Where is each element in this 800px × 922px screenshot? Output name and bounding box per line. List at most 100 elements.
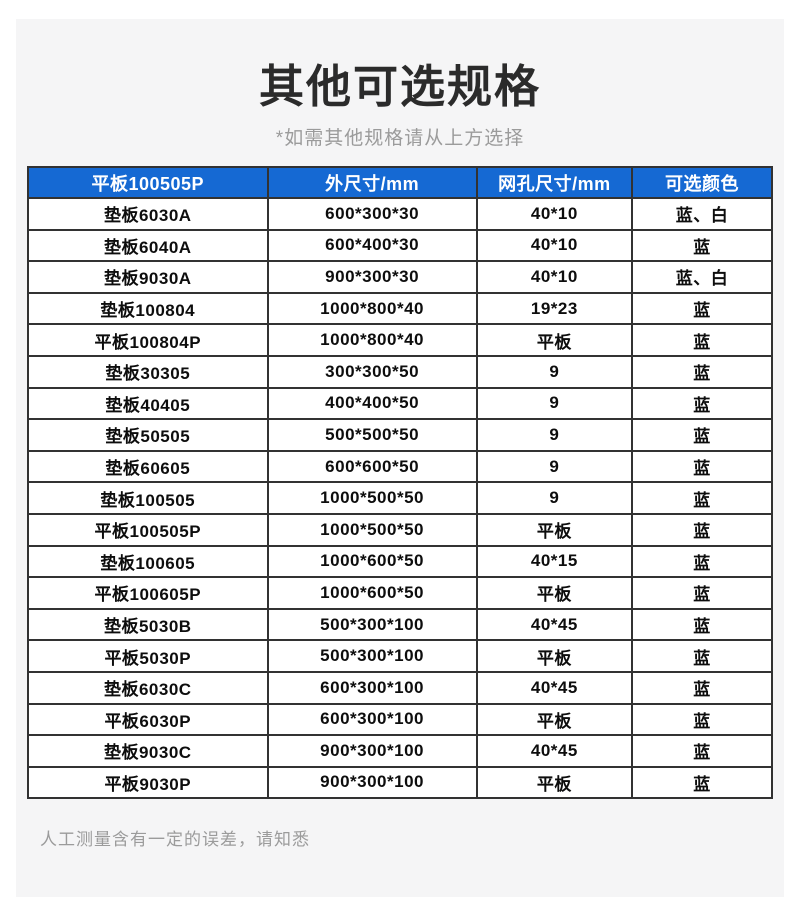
cell-color: 蓝 bbox=[631, 512, 773, 547]
table-row: 平板100505P 1000*500*50 平板蓝 bbox=[27, 512, 773, 547]
table-row: 垫板100505 1000*500*50 9 蓝 bbox=[27, 481, 773, 515]
cell-color: 蓝 bbox=[631, 449, 773, 484]
cell-model: 垫板6040A bbox=[27, 228, 269, 263]
cell-color: 蓝 bbox=[631, 354, 773, 389]
cell-model: 垫板60605 bbox=[27, 449, 269, 484]
table-row: 垫板40405 400*400*50 9 蓝 bbox=[27, 386, 773, 421]
table-row: 垫板5030B 500*300*100 40*45 蓝 bbox=[27, 607, 773, 642]
cell-mesh-size: 9 bbox=[475, 418, 634, 452]
cell-mesh-size: 平板 bbox=[475, 512, 634, 547]
cell-color: 蓝 bbox=[631, 386, 773, 421]
spec-table: 平板100505P 外尺寸/mm 网孔尺寸/mm 可选颜色 垫板6030A 600… bbox=[27, 166, 773, 800]
cell-outer-size: 600*300*30 bbox=[266, 197, 478, 231]
cell-outer-size: 900*300*30 bbox=[266, 260, 478, 294]
cell-mesh-size: 9 bbox=[475, 481, 634, 515]
cell-model: 平板100505P bbox=[27, 512, 269, 547]
cell-model: 垫板9030A bbox=[27, 260, 269, 294]
header-cell-color: 可选颜色 bbox=[631, 166, 773, 199]
cell-color: 蓝 bbox=[631, 576, 773, 610]
table-row: 垫板100605 1000*600*50 40*15 蓝 bbox=[27, 544, 773, 579]
cell-mesh-size: 9 bbox=[475, 449, 634, 484]
cell-mesh-size: 9 bbox=[475, 354, 634, 389]
table-row: 垫板6030C 600*300*100 40*45 蓝 bbox=[27, 670, 773, 705]
cell-model: 垫板5030B bbox=[27, 607, 269, 642]
cell-model: 垫板30305 bbox=[27, 354, 269, 389]
cell-color: 蓝 bbox=[631, 670, 773, 705]
cell-color: 蓝 bbox=[631, 228, 773, 263]
cell-mesh-size: 40*10 bbox=[475, 260, 634, 294]
cell-color: 蓝 bbox=[631, 765, 773, 800]
table-row: 平板5030P 500*300*100 平板蓝 bbox=[27, 639, 773, 673]
cell-color: 蓝 bbox=[631, 702, 773, 737]
page-subtitle: *如需其他规格请从上方选择 bbox=[275, 128, 525, 149]
cell-model: 垫板100505 bbox=[27, 481, 269, 515]
cell-color: 蓝 bbox=[631, 734, 773, 768]
cell-outer-size: 500*300*100 bbox=[266, 639, 478, 673]
cell-outer-size: 1000*600*50 bbox=[266, 576, 478, 610]
cell-outer-size: 1000*500*50 bbox=[266, 512, 478, 547]
table-row: 垫板60605 600*600*50 9 蓝 bbox=[27, 449, 773, 484]
cell-outer-size: 1000*500*50 bbox=[266, 481, 478, 515]
cell-model: 平板100804P bbox=[27, 323, 269, 357]
cell-color: 蓝 bbox=[631, 481, 773, 515]
cell-mesh-size: 40*45 bbox=[475, 734, 634, 768]
cell-mesh-size: 平板 bbox=[475, 702, 634, 737]
spec-table-body: 垫板6030A 600*300*30 40*10 蓝、白 垫板6040A 600*400*… bbox=[27, 197, 773, 800]
table-row: 垫板100804 1000*800*40 19*23 蓝 bbox=[27, 291, 773, 326]
cell-color: 蓝 bbox=[631, 418, 773, 452]
table-row: 平板6030P 600*300*100 平板蓝 bbox=[27, 702, 773, 737]
cell-outer-size: 600*400*30 bbox=[266, 228, 478, 263]
cell-model: 平板100605P bbox=[27, 576, 269, 610]
cell-model: 垫板40405 bbox=[27, 386, 269, 421]
cell-model: 垫板6030C bbox=[27, 670, 269, 705]
footer-note: 人工测量含有一定的误差，请知悉 bbox=[40, 830, 310, 850]
cell-mesh-size: 40*10 bbox=[475, 197, 634, 231]
cell-model: 平板5030P bbox=[27, 639, 269, 673]
cell-mesh-size: 9 bbox=[475, 386, 634, 421]
cell-mesh-size: 平板 bbox=[475, 323, 634, 357]
cell-model: 垫板100605 bbox=[27, 544, 269, 579]
cell-outer-size: 600*300*100 bbox=[266, 670, 478, 705]
cell-outer-size: 900*300*100 bbox=[266, 734, 478, 768]
cell-mesh-size: 40*15 bbox=[475, 544, 634, 579]
cell-color: 蓝、白 bbox=[631, 197, 773, 231]
table-row: 垫板50505 500*500*50 9 蓝 bbox=[27, 418, 773, 452]
header-cell-mesh-size: 网孔尺寸/mm bbox=[475, 166, 634, 199]
table-row: 垫板9030A 900*300*30 40*10 蓝、白 bbox=[27, 260, 773, 294]
table-row: 平板100605P 1000*600*50 平板蓝 bbox=[27, 576, 773, 610]
page-title: 其他可选规格 bbox=[258, 61, 541, 112]
cell-outer-size: 1000*600*50 bbox=[266, 544, 478, 579]
cell-model: 平板9030P bbox=[27, 765, 269, 800]
table-row: 垫板6040A 600*400*30 40*10 蓝 bbox=[27, 228, 773, 263]
spec-card: 其他可选规格 *如需其他规格请从上方选择 平板100505P 外尺寸/mm 网孔… bbox=[16, 19, 784, 897]
cell-mesh-size: 40*45 bbox=[475, 607, 634, 642]
cell-model: 垫板9030C bbox=[27, 734, 269, 768]
cell-color: 蓝 bbox=[631, 291, 773, 326]
table-row: 平板9030P 900*300*100 平板蓝 bbox=[27, 765, 773, 800]
header-cell-model: 平板100505P bbox=[27, 166, 269, 199]
cell-mesh-size: 19*23 bbox=[475, 291, 634, 326]
table-header-row: 平板100505P 外尺寸/mm 网孔尺寸/mm 可选颜色 bbox=[27, 166, 773, 199]
table-row: 垫板9030C 900*300*100 40*45 蓝 bbox=[27, 734, 773, 768]
cell-outer-size: 1000*800*40 bbox=[266, 291, 478, 326]
table-row: 垫板30305 300*300*50 9 蓝 bbox=[27, 354, 773, 389]
cell-color: 蓝 bbox=[631, 323, 773, 357]
cell-outer-size: 1000*800*40 bbox=[266, 323, 478, 357]
cell-outer-size: 900*300*100 bbox=[266, 765, 478, 800]
cell-color: 蓝 bbox=[631, 607, 773, 642]
header-cell-outer-size: 外尺寸/mm bbox=[266, 166, 478, 199]
cell-model: 垫板100804 bbox=[27, 291, 269, 326]
cell-outer-size: 300*300*50 bbox=[266, 354, 478, 389]
cell-outer-size: 500*500*50 bbox=[266, 418, 478, 452]
table-row: 垫板6030A 600*300*30 40*10 蓝、白 bbox=[27, 197, 773, 231]
cell-color: 蓝、白 bbox=[631, 260, 773, 294]
cell-outer-size: 400*400*50 bbox=[266, 386, 478, 421]
cell-mesh-size: 平板 bbox=[475, 576, 634, 610]
cell-outer-size: 500*300*100 bbox=[266, 607, 478, 642]
cell-color: 蓝 bbox=[631, 544, 773, 579]
cell-mesh-size: 40*45 bbox=[475, 670, 634, 705]
cell-model: 垫板50505 bbox=[27, 418, 269, 452]
cell-mesh-size: 平板 bbox=[475, 765, 634, 800]
cell-mesh-size: 平板 bbox=[475, 639, 634, 673]
